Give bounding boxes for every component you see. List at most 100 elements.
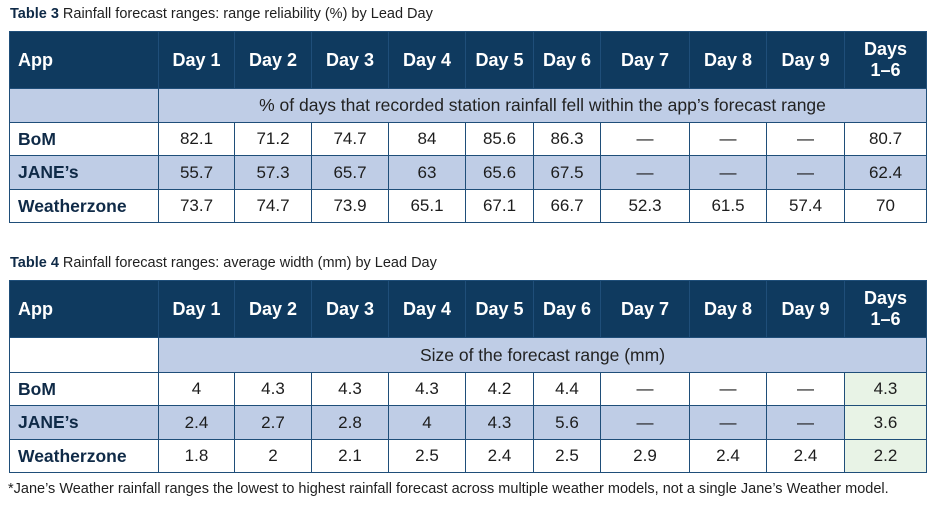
table-cell: 52.3	[600, 189, 690, 223]
table4-caption-text: Rainfall forecast ranges: average width …	[58, 255, 437, 271]
table4-header-day5: Day 5	[465, 280, 534, 338]
table-cell: —	[766, 405, 845, 440]
table-cell: 57.3	[234, 155, 312, 190]
table-cell: 67.5	[533, 155, 601, 190]
table3-header-day9: Day 9	[766, 31, 845, 89]
table3-caption-label: Table 3	[10, 6, 59, 22]
table-cell: 71.2	[234, 122, 312, 156]
table4-header-row: App Day 1 Day 2 Day 3 Day 4 Day 5 Day 6 …	[9, 280, 927, 338]
table3-header-app: App	[9, 31, 159, 89]
table-cell: 82.1	[158, 122, 235, 156]
table-cell: 65.1	[388, 189, 466, 223]
table4-header-day7: Day 7	[600, 280, 690, 338]
table4-header-day4: Day 4	[388, 280, 466, 338]
table-cell: 2.8	[311, 405, 389, 440]
table-cell: 2.1	[311, 439, 389, 473]
table3-header-day3: Day 3	[311, 31, 389, 89]
table-cell: 67.1	[465, 189, 534, 223]
table-cell: 74.7	[311, 122, 389, 156]
table-cell: 3.6	[844, 405, 927, 440]
table3-row-app: JANE’s	[9, 155, 159, 190]
table-cell: 65.6	[465, 155, 534, 190]
table4-header-day3: Day 3	[311, 280, 389, 338]
table-cell: —	[600, 372, 690, 406]
table3-header-row: App Day 1 Day 2 Day 3 Day 4 Day 5 Day 6 …	[9, 31, 927, 89]
table-cell: —	[689, 372, 767, 406]
table-cell: 2.4	[766, 439, 845, 473]
table-row: BoM 82.1 71.2 74.7 84 85.6 86.3 — — — 80…	[9, 122, 927, 156]
table-cell: 4.3	[465, 405, 534, 440]
table-cell: 55.7	[158, 155, 235, 190]
table-cell: —	[600, 155, 690, 190]
table3-caption: Table 3 Rainfall forecast ranges: range …	[10, 6, 433, 22]
table4-header-day6: Day 6	[533, 280, 601, 338]
table3-caption-text: Rainfall forecast ranges: range reliabil…	[58, 6, 433, 22]
table3-header-day4: Day 4	[388, 31, 466, 89]
table-cell: 70	[844, 189, 927, 223]
table3-row-app: BoM	[9, 122, 159, 156]
table-cell: 2.4	[465, 439, 534, 473]
table-cell: 4.4	[533, 372, 601, 406]
table-cell: 2.9	[600, 439, 690, 473]
table-cell: 57.4	[766, 189, 845, 223]
table-row: JANE’s 2.4 2.7 2.8 4 4.3 5.6 — — — 3.6	[9, 405, 927, 440]
table-cell: 84	[388, 122, 466, 156]
table-cell: —	[689, 405, 767, 440]
table4-row-app: BoM	[9, 372, 159, 406]
table-cell: —	[689, 155, 767, 190]
table4-header-day2: Day 2	[234, 280, 312, 338]
table4-row-app: JANE’s	[9, 405, 159, 440]
table-cell: 2.5	[533, 439, 601, 473]
table-cell: 63	[388, 155, 466, 190]
footnote: *Jane’s Weather rainfall ranges the lowe…	[8, 481, 889, 497]
table3-header-day2: Day 2	[234, 31, 312, 89]
table4-header-day9: Day 9	[766, 280, 845, 338]
table-row: BoM 4 4.3 4.3 4.3 4.2 4.4 — — — 4.3	[9, 372, 927, 406]
table3: App Day 1 Day 2 Day 3 Day 4 Day 5 Day 6 …	[9, 31, 927, 223]
table-cell: 74.7	[234, 189, 312, 223]
table-cell: —	[766, 372, 845, 406]
table-cell: 2.5	[388, 439, 466, 473]
table-cell: 2.2	[844, 439, 927, 473]
table-cell: 73.9	[311, 189, 389, 223]
table3-header-day6: Day 6	[533, 31, 601, 89]
table4-subheader-blank	[9, 337, 159, 373]
table-cell: 4	[158, 372, 235, 406]
table3-header-days1-6: Days 1–6	[844, 31, 927, 89]
table-cell: —	[766, 155, 845, 190]
table4-header-days1-6: Days 1–6	[844, 280, 927, 338]
table-cell: 1.8	[158, 439, 235, 473]
table-row: JANE’s 55.7 57.3 65.7 63 65.6 67.5 — — —…	[9, 155, 927, 190]
table-cell: 61.5	[689, 189, 767, 223]
table-cell: 66.7	[533, 189, 601, 223]
table4-header-day8: Day 8	[689, 280, 767, 338]
table-row: Weatherzone 73.7 74.7 73.9 65.1 67.1 66.…	[9, 189, 927, 223]
table3-header-day7: Day 7	[600, 31, 690, 89]
table4-header-app: App	[9, 280, 159, 338]
table-cell: 2.4	[689, 439, 767, 473]
table-cell: 85.6	[465, 122, 534, 156]
table3-row-app: Weatherzone	[9, 189, 159, 223]
table4-row-app: Weatherzone	[9, 439, 159, 473]
table-cell: —	[600, 122, 690, 156]
table-cell: 4.3	[311, 372, 389, 406]
table-cell: 4.3	[388, 372, 466, 406]
table3-subheader-row: % of days that recorded station rainfall…	[9, 88, 927, 123]
table4-caption: Table 4 Rainfall forecast ranges: averag…	[10, 255, 437, 271]
table-cell: 80.7	[844, 122, 927, 156]
table-cell: 86.3	[533, 122, 601, 156]
table3-subheader: % of days that recorded station rainfall…	[158, 88, 927, 123]
table4-header-day1: Day 1	[158, 280, 235, 338]
table-row: Weatherzone 1.8 2 2.1 2.5 2.4 2.5 2.9 2.…	[9, 439, 927, 473]
table4-subheader: Size of the forecast range (mm)	[158, 337, 927, 373]
table-cell: —	[766, 122, 845, 156]
table-cell: 4.2	[465, 372, 534, 406]
table-cell: 65.7	[311, 155, 389, 190]
table3-header-day5: Day 5	[465, 31, 534, 89]
table3-header-day8: Day 8	[689, 31, 767, 89]
table-cell: 2	[234, 439, 312, 473]
table-cell: 4	[388, 405, 466, 440]
table3-subheader-blank	[9, 88, 159, 123]
table-cell: 73.7	[158, 189, 235, 223]
table-cell: 2.7	[234, 405, 312, 440]
